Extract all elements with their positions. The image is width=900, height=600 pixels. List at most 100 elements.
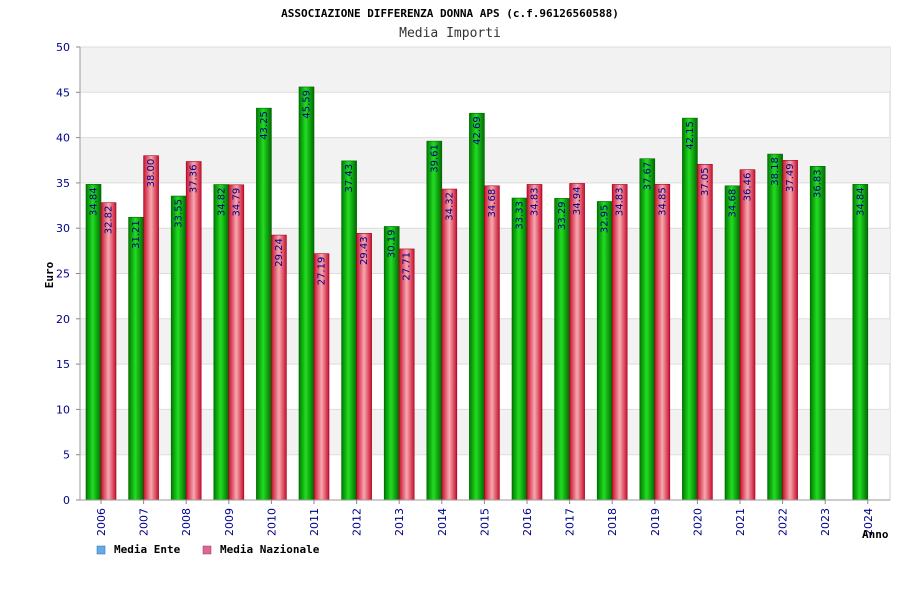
bar-media-nazionale xyxy=(697,164,713,501)
legend-label-media-nazionale: Media Nazionale xyxy=(220,543,320,556)
data-label: 33.33 xyxy=(515,201,526,230)
data-label: 37.49 xyxy=(785,163,796,192)
y-tick-label: 50 xyxy=(56,41,70,54)
bar-media-ente xyxy=(469,112,485,501)
x-tick-label: 2019 xyxy=(649,508,662,536)
data-label: 36.46 xyxy=(743,173,754,202)
data-label: 34.68 xyxy=(728,189,739,218)
data-label: 33.29 xyxy=(557,201,568,230)
x-tick-label: 2020 xyxy=(691,508,704,536)
data-label: 39.61 xyxy=(429,144,440,173)
y-tick-label: 20 xyxy=(56,313,70,326)
y-tick-label: 45 xyxy=(56,86,70,99)
x-tick-label: 2022 xyxy=(777,508,790,536)
data-label: 29.43 xyxy=(359,236,370,265)
data-label: 38.18 xyxy=(770,157,781,186)
data-label: 34.83 xyxy=(530,187,541,216)
bar-media-ente xyxy=(128,216,144,501)
data-label: 29.24 xyxy=(274,238,285,267)
legend-label-media-ente: Media Ente xyxy=(114,543,181,556)
data-label: 33.55 xyxy=(174,199,185,228)
data-label: 42.15 xyxy=(685,121,696,150)
bar-media-ente xyxy=(511,197,528,501)
legend-swatch-media-nazionale xyxy=(202,545,212,555)
legend: Media Ente Media Nazionale xyxy=(96,543,320,556)
bar-media-ente xyxy=(852,184,869,501)
data-label: 45.59 xyxy=(302,90,313,119)
x-tick-label: 2018 xyxy=(606,508,619,536)
y-tick-label: 0 xyxy=(63,494,70,507)
x-tick-label: 2023 xyxy=(819,508,832,536)
bar-media-ente xyxy=(298,86,315,501)
data-label: 32.95 xyxy=(600,204,611,233)
x-tick-label: 2021 xyxy=(734,508,747,536)
data-label: 34.84 xyxy=(89,187,100,216)
x-tick-label: 2014 xyxy=(436,508,449,536)
bar-media-ente xyxy=(170,195,187,501)
data-label: 34.32 xyxy=(444,192,455,221)
bar-media-ente xyxy=(682,117,698,501)
bar-media-ente xyxy=(639,158,656,501)
grid-band xyxy=(80,47,890,93)
data-label: 42.69 xyxy=(472,116,483,145)
bar-media-nazionale xyxy=(185,161,202,501)
y-tick-label: 25 xyxy=(56,268,70,281)
x-tick-label: 2015 xyxy=(478,508,491,536)
bar-media-nazionale xyxy=(739,169,756,501)
data-label: 30.19 xyxy=(387,229,398,258)
bar-media-ente xyxy=(256,107,272,501)
bar-media-ente xyxy=(767,153,783,501)
data-label: 37.05 xyxy=(700,167,711,196)
data-label: 27.71 xyxy=(402,252,413,281)
data-label: 34.85 xyxy=(657,187,668,216)
x-tick-label: 2011 xyxy=(308,508,321,536)
x-tick-label: 2012 xyxy=(351,508,364,536)
chart-title: ASSOCIAZIONE DIFFERENZA DONNA APS (c.f.9… xyxy=(281,7,619,20)
data-label: 34.68 xyxy=(487,189,498,218)
y-tick-label: 15 xyxy=(56,358,70,371)
data-label: 27.19 xyxy=(317,257,328,286)
data-label: 37.67 xyxy=(642,162,653,191)
bar-media-nazionale xyxy=(356,233,372,501)
y-tick-label: 5 xyxy=(63,449,70,462)
chart-subtitle: Media Importi xyxy=(399,26,501,41)
bar-media-nazionale xyxy=(313,253,330,501)
data-label: 34.79 xyxy=(231,188,242,217)
x-tick-label: 2013 xyxy=(393,508,406,536)
x-axis: 2006 2007 2008 2009 2010 2011 2012 2013 2014 2015… xyxy=(80,499,890,536)
bar-media-nazionale xyxy=(441,188,458,501)
bar-media-nazionale xyxy=(143,155,159,501)
x-tick-label: 2009 xyxy=(223,508,236,536)
bar-media-nazionale xyxy=(654,183,671,501)
data-label: 38.00 xyxy=(146,159,157,188)
data-label: 37.36 xyxy=(189,165,200,194)
y-axis-label: Euro xyxy=(43,261,56,288)
data-label: 34.83 xyxy=(615,187,626,216)
x-tick-label: 2006 xyxy=(95,508,108,536)
bar-media-ente xyxy=(426,140,443,501)
y-tick-label: 30 xyxy=(56,222,70,235)
x-tick-label: 2024 xyxy=(862,508,875,536)
data-label: 31.21 xyxy=(131,220,142,249)
bar-media-ente xyxy=(341,160,357,501)
data-label: 37.43 xyxy=(344,164,355,193)
bars: 34.84 32.82 31.21 38.00 33.55 37.36 34.82 34.79… xyxy=(85,86,869,501)
bar-media-ente xyxy=(596,201,613,501)
bar-media-nazionale xyxy=(484,185,500,501)
x-tick-label: 2017 xyxy=(564,508,577,536)
x-tick-label: 2010 xyxy=(265,508,278,536)
bar-media-nazionale xyxy=(782,160,798,501)
data-label: 34.94 xyxy=(572,186,583,215)
data-label: 34.84 xyxy=(855,187,866,216)
data-label: 32.82 xyxy=(104,206,115,235)
bar-media-ente xyxy=(724,185,741,501)
y-tick-label: 35 xyxy=(56,177,70,190)
bar-media-ente xyxy=(213,184,230,501)
data-label: 36.83 xyxy=(813,169,824,198)
bar-media-ente xyxy=(85,184,102,501)
bar-media-ente xyxy=(383,226,400,501)
data-label: 34.82 xyxy=(216,188,227,217)
bar-media-nazionale xyxy=(271,234,287,501)
y-tick-label: 10 xyxy=(56,403,70,416)
